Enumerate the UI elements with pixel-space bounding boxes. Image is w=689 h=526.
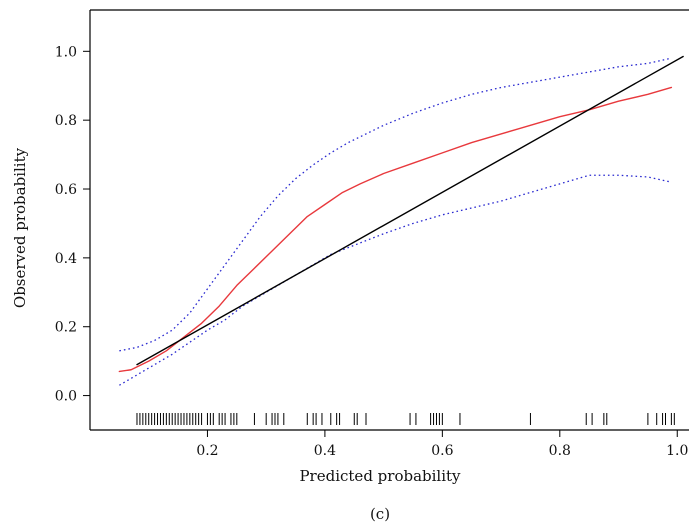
tick-marks: 0.0 0.2 0.4 0.6 0.8 1.0 0.2 0.4 0.6 0.8 1.0 [55,44,689,459]
x-tick-label: 1.0 [666,443,688,459]
y-tick-label: 1.0 [55,44,77,60]
calibration-curve [118,86,673,373]
rug-plot [136,413,675,425]
y-tick-label: 0.2 [55,320,77,336]
y-tick-label: 0.6 [55,182,77,198]
x-axis-title: Predicted probability [299,467,461,485]
axes [89,9,689,431]
x-tick-label: 0.4 [314,443,336,459]
y-tick-label: 0.8 [55,113,77,129]
y-tick-label: 0.4 [55,251,77,267]
series-lines [118,55,684,386]
y-axis-title: Observed probability [11,147,29,308]
lower-confidence-band [119,174,672,386]
panel-caption: (c) [370,505,390,523]
reference-line [136,55,684,366]
x-tick-label: 0.2 [196,443,218,459]
y-tick-label: 0.0 [55,389,77,405]
x-tick-label: 0.6 [431,443,453,459]
x-tick-label: 0.8 [549,443,571,459]
upper-confidence-band [119,57,672,352]
